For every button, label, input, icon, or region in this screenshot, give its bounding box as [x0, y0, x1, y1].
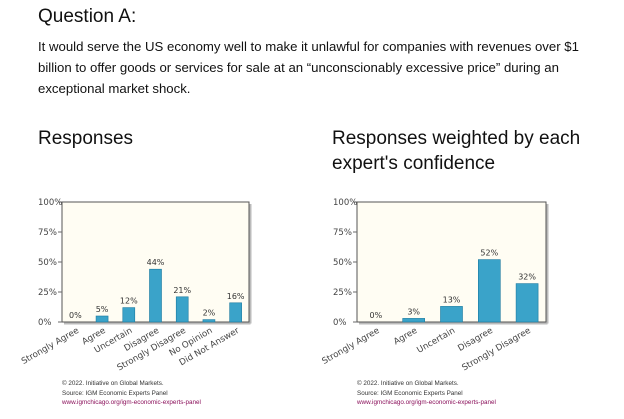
question-text: It would serve the US economy well to ma… — [38, 39, 579, 96]
question-title: Question A: — [38, 6, 137, 27]
y-tick-label: 50% — [333, 258, 352, 268]
data-label: 0% — [370, 311, 383, 320]
weighted-responses-title: Responses weighted by each expert's conf… — [332, 128, 581, 174]
data-label: 5% — [96, 305, 109, 314]
bar — [440, 306, 463, 323]
bar — [149, 268, 162, 323]
plot-frame — [356, 201, 547, 323]
weighted-responses-chart: 0%25%50%75%100%0%Strongly Agree3%Agree13… — [321, 198, 549, 373]
y-tick-label: 0% — [38, 318, 52, 328]
data-label: 3% — [407, 307, 420, 316]
bar — [402, 318, 425, 323]
plot-area: 0%25%50%75%100%0%Strongly Agree5%Agree12… — [20, 198, 252, 373]
y-tick-label: 25% — [333, 288, 352, 298]
data-label: 12% — [120, 297, 138, 306]
credits-right: © 2022. Initiative on Global Markets. So… — [357, 379, 496, 408]
y-tick-label: 25% — [38, 288, 57, 298]
bar — [229, 302, 242, 323]
bar — [202, 319, 216, 323]
x-tick-label: Strongly Agree — [321, 326, 382, 367]
data-label: 52% — [480, 249, 498, 258]
credit-link[interactable]: www.igmchicago.org/igm-economic-experts-… — [357, 399, 496, 406]
bar — [95, 315, 109, 323]
x-tick-label: Uncertain — [415, 326, 457, 356]
credit-source: Source: IGM Economic Experts Panel — [357, 389, 463, 397]
y-tick-label: 0% — [333, 318, 347, 328]
data-label: 16% — [227, 292, 245, 301]
y-tick-label: 75% — [38, 228, 57, 238]
data-label: 21% — [173, 286, 191, 295]
responses-title: Responses — [38, 128, 134, 149]
x-tick-label: Strongly Disagree — [460, 326, 532, 373]
data-label: 32% — [518, 273, 536, 282]
bar — [478, 259, 501, 323]
data-label: 13% — [443, 295, 461, 304]
credits-left: © 2022. Initiative on Global Markets. So… — [62, 379, 201, 408]
y-tick-label: 100% — [38, 198, 62, 208]
data-label: 44% — [147, 258, 165, 267]
credit-link[interactable]: www.igmchicago.org/igm-economic-experts-… — [62, 399, 201, 406]
y-tick-label: 75% — [333, 228, 352, 238]
data-label: 2% — [203, 309, 216, 318]
x-tick-label: Strongly Agree — [20, 326, 81, 367]
credit-copyright: © 2022. Initiative on Global Markets. — [357, 380, 459, 387]
credit-copyright: © 2022. Initiative on Global Markets. — [62, 380, 164, 387]
plot-area: 0%25%50%75%100%0%Strongly Agree3%Agree13… — [321, 198, 549, 373]
y-tick-label: 50% — [38, 258, 57, 268]
credit-source: Source: IGM Economic Experts Panel — [62, 389, 168, 397]
responses-chart: 0%25%50%75%100%0%Strongly Agree5%Agree12… — [20, 198, 252, 373]
bar — [515, 283, 539, 323]
data-label: 0% — [69, 311, 82, 320]
bar — [122, 307, 136, 323]
bar — [175, 296, 189, 323]
x-tick-label: Agree — [392, 326, 419, 347]
y-tick-label: 100% — [333, 198, 357, 208]
